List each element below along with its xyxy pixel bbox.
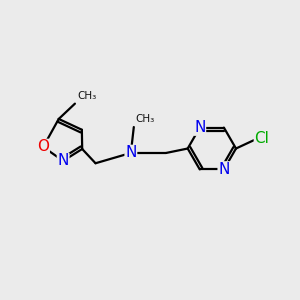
Text: CH₃: CH₃ — [78, 91, 97, 101]
Text: N: N — [194, 120, 206, 135]
Text: Cl: Cl — [254, 131, 269, 146]
Text: N: N — [58, 153, 69, 168]
Text: CH₃: CH₃ — [136, 114, 155, 124]
Text: N: N — [125, 146, 136, 160]
Text: N: N — [218, 162, 230, 177]
Text: O: O — [37, 140, 49, 154]
